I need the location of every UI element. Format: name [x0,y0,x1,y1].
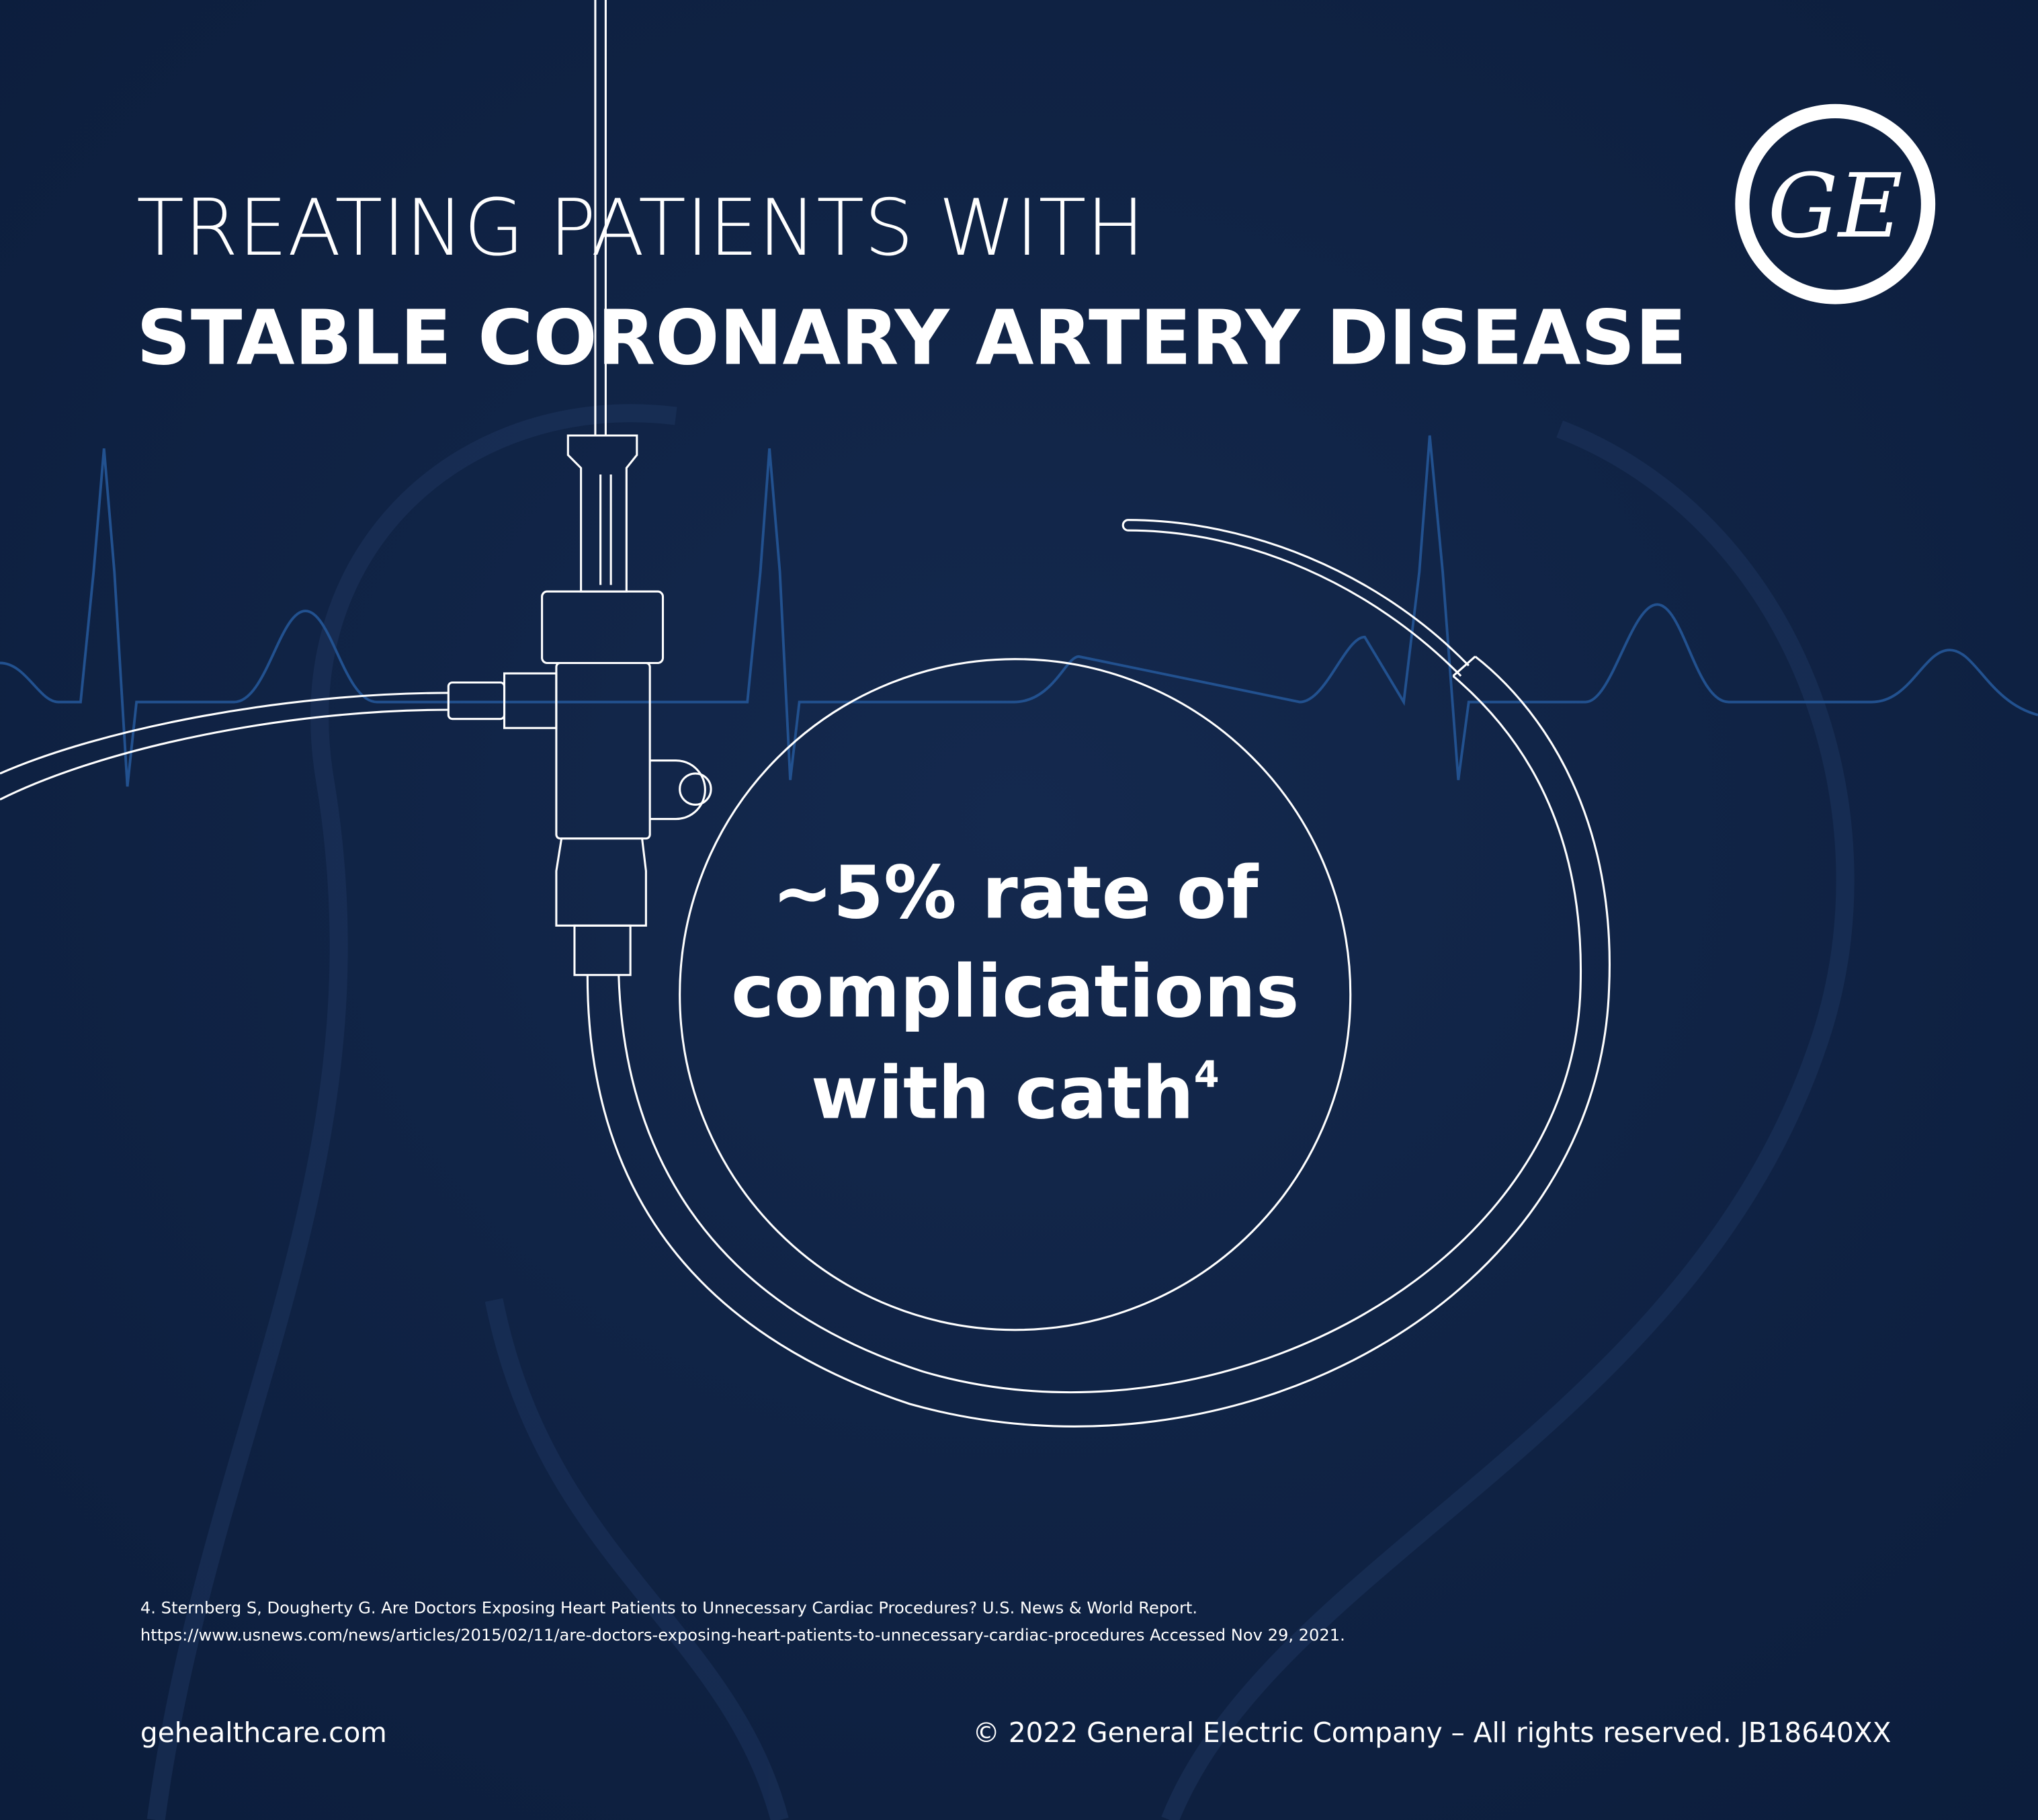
catheter-drawing [0,0,1611,1428]
title-line-1: TREATING PATIENTS WITH [136,183,1145,274]
statistic-text: with cath [811,1050,1194,1135]
footer-website: gehealthcare.com [140,1716,387,1749]
logo-center [1749,118,1921,290]
title-line-2: STABLE CORONARY ARTERY DISEASE [136,295,1687,382]
footer-copyright: © 2022 General Electric Company – All ri… [972,1716,1891,1749]
ge-logo: GE [1735,104,1936,304]
background-texture [146,404,1855,1820]
footnote-line: https://www.usnews.com/news/articles/201… [140,1626,1345,1645]
ecg-line [0,435,2038,787]
statistic-line: ~5% rate of [772,850,1259,936]
statistic-line: with cath4 [811,1050,1220,1135]
footnote-ref: 4 [1194,1053,1220,1095]
footnote-line: 4. Sternberg S, Dougherty G. Are Doctors… [140,1598,1197,1617]
logo-text: GE [1768,155,1903,258]
statistic-line: complications [731,949,1299,1034]
